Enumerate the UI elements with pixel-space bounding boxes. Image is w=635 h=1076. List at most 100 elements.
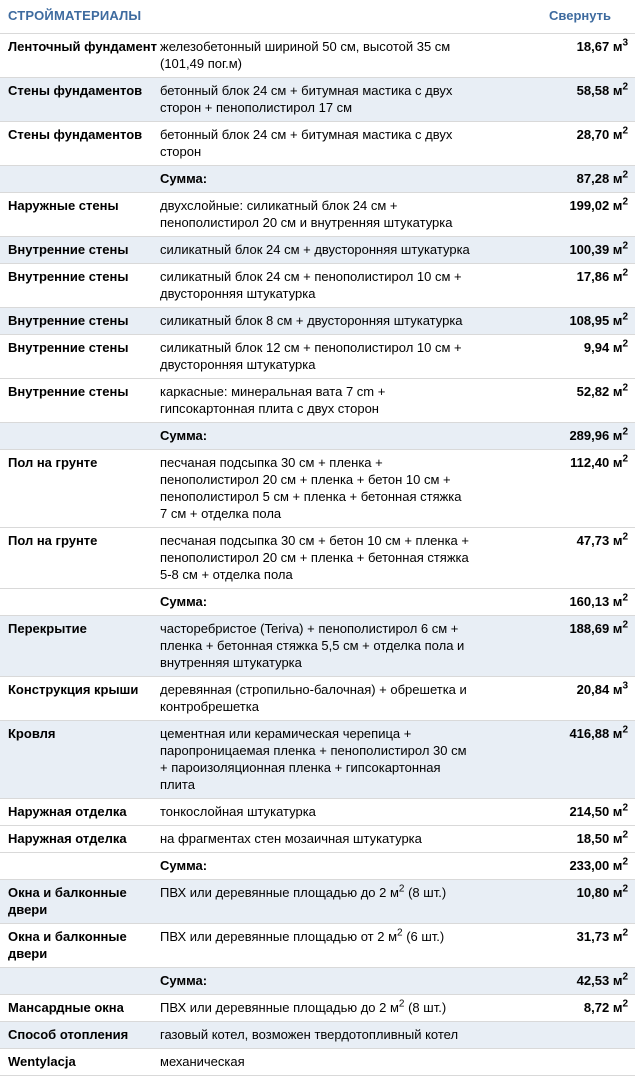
row-category: Внутренние стены	[8, 269, 129, 284]
row-value: 9,94 м2	[583, 338, 628, 355]
row-category: Наружная отделка	[8, 804, 127, 819]
row-description: силикатный блок 24 см + пенополистирол 1…	[160, 269, 462, 301]
row-description: часторебристое (Teriva) + пенополистирол…	[160, 621, 465, 670]
row-value: 214,50 м2	[569, 802, 628, 819]
row-category: Пол на грунте	[8, 455, 98, 470]
row-value: 10,80 м2	[576, 883, 628, 900]
row-category	[0, 589, 158, 616]
row-description: ПВХ или деревянные площадью до 2 м2 (8 ш…	[160, 998, 447, 1015]
row-value: 28,70 м2	[576, 125, 628, 142]
section-title: СТРОЙМАТЕРИАЛЫ	[8, 8, 142, 23]
table-row: Наружная отделка тонкослойная штукатурка…	[0, 798, 635, 826]
row-value: 18,50 м2	[576, 829, 628, 846]
row-value: 31,73 м2	[576, 927, 628, 944]
row-description: Сумма:	[160, 858, 208, 873]
row-description: бетонный блок 24 см + битумная мастика с…	[160, 127, 453, 159]
row-description: двухслойные: силикатный блок 24 см + пен…	[160, 198, 453, 230]
table-row: Стены фундаментов бетонный блок 24 см + …	[0, 77, 635, 122]
row-value: 108,95 м2	[569, 311, 628, 328]
row-description: цементная или керамическая черепица + па…	[160, 726, 467, 792]
row-value: 58,58 м2	[576, 81, 628, 98]
table-row: Внутренние стены каркасные: минеральная …	[0, 378, 635, 423]
row-description: железобетонный шириной 50 см, высотой 35…	[160, 39, 451, 71]
row-category: Мансардные окна	[8, 1000, 124, 1015]
row-category	[0, 853, 158, 880]
row-description: Сумма:	[160, 594, 208, 609]
row-category: Конструкция крыши	[8, 682, 139, 697]
row-description: силикатный блок 12 см + пенополистирол 1…	[160, 340, 462, 372]
table-row: Пол на грунте песчаная подсыпка 30 см + …	[0, 527, 635, 589]
row-value: 20,84 м3	[576, 680, 628, 697]
table-row: Пол на грунте песчаная подсыпка 30 см + …	[0, 449, 635, 528]
table-row: Сумма: 233,00 м2	[0, 852, 635, 880]
row-description: Сумма:	[160, 171, 208, 186]
table-row: Внутренние стены силикатный блок 12 см +…	[0, 334, 635, 379]
row-category: Кровля	[8, 726, 56, 741]
row-description: песчаная подсыпка 30 см + пленка + пеноп…	[160, 455, 462, 521]
row-value: 42,53 м2	[576, 971, 628, 988]
row-category	[0, 423, 158, 450]
materials-table: Ленточный фундамент железобетонный ширин…	[0, 33, 635, 1076]
row-description: каркасные: минеральная вата 7 cm + гипсо…	[160, 384, 386, 416]
section-header: СТРОЙМАТЕРИАЛЫ Свернуть	[0, 0, 635, 33]
collapse-link[interactable]: Свернуть	[549, 8, 611, 23]
table-row: Сумма: 87,28 м2	[0, 165, 635, 193]
table-row: Сумма: 42,53 м2	[0, 967, 635, 995]
row-category: Пол на грунте	[8, 533, 98, 548]
row-value: 416,88 м2	[569, 724, 628, 741]
row-description: бетонный блок 24 см + битумная мастика с…	[160, 83, 453, 115]
table-row: Окна и балконные двери ПВХ или деревянны…	[0, 923, 635, 968]
row-value: 188,69 м2	[569, 619, 628, 636]
row-description: механическая	[160, 1054, 245, 1069]
row-category: Внутренние стены	[8, 340, 129, 355]
row-description: Сумма:	[160, 428, 208, 443]
table-row: Внутренние стены силикатный блок 8 см + …	[0, 307, 635, 335]
table-row: Наружная отделка на фрагментах стен моза…	[0, 825, 635, 853]
table-row: Wentylacja механическая	[0, 1048, 635, 1076]
row-value: 289,96 м2	[569, 426, 628, 443]
row-value: 87,28 м2	[576, 169, 628, 186]
row-description: песчаная подсыпка 30 см + бетон 10 см + …	[160, 533, 469, 582]
row-value: 52,82 м2	[576, 382, 628, 399]
row-description: Сумма:	[160, 973, 208, 988]
row-category: Стены фундаментов	[8, 127, 143, 142]
row-description: ПВХ или деревянные площадью от 2 м2 (6 ш…	[160, 927, 445, 944]
row-value: 112,40 м2	[570, 453, 628, 470]
row-category: Наружная отделка	[8, 831, 127, 846]
table-row: Внутренние стены силикатный блок 24 см +…	[0, 236, 635, 264]
table-row: Мансардные окна ПВХ или деревянные площа…	[0, 994, 635, 1022]
row-description: деревянная (стропильно-балочная) + обреш…	[160, 682, 467, 714]
row-category: Способ отопления	[8, 1027, 129, 1042]
table-row: Ленточный фундамент железобетонный ширин…	[0, 33, 635, 78]
row-category	[0, 968, 158, 995]
table-row: Сумма: 160,13 м2	[0, 588, 635, 616]
table-row: Окна и балконные двери ПВХ или деревянны…	[0, 879, 635, 924]
row-value: 8,72 м2	[583, 998, 628, 1015]
row-value	[476, 1022, 635, 1049]
table-row: Стены фундаментов бетонный блок 24 см + …	[0, 121, 635, 166]
row-value: 17,86 м2	[576, 267, 628, 284]
row-category: Стены фундаментов	[8, 83, 143, 98]
row-description: ПВХ или деревянные площадью до 2 м2 (8 ш…	[160, 883, 447, 900]
row-category: Перекрытие	[8, 621, 87, 636]
row-value: 160,13 м2	[569, 592, 628, 609]
table-row: Способ отопления газовый котел, возможен…	[0, 1021, 635, 1049]
table-row: Перекрытие часторебристое (Teriva) + пен…	[0, 615, 635, 677]
row-category: Wentylacja	[8, 1054, 76, 1069]
row-value: 199,02 м2	[569, 196, 628, 213]
row-description: газовый котел, возможен твердотопливный …	[160, 1027, 459, 1042]
row-description: силикатный блок 8 см + двусторонняя штук…	[160, 313, 463, 328]
table-row: Наружные стены двухслойные: силикатный б…	[0, 192, 635, 237]
table-body: Ленточный фундамент железобетонный ширин…	[0, 33, 635, 1076]
row-value: 233,00 м2	[569, 856, 628, 873]
row-description: на фрагментах стен мозаичная штукатурка	[160, 831, 422, 846]
row-category	[0, 166, 158, 193]
row-value: 47,73 м2	[576, 531, 628, 548]
row-description: силикатный блок 24 см + двусторонняя шту…	[160, 242, 470, 257]
table-row: Внутренние стены силикатный блок 24 см +…	[0, 263, 635, 308]
table-row: Конструкция крыши деревянная (стропильно…	[0, 676, 635, 721]
row-category: Окна и балконные двери	[8, 929, 127, 961]
row-value	[476, 1049, 635, 1076]
row-category: Наружные стены	[8, 198, 119, 213]
